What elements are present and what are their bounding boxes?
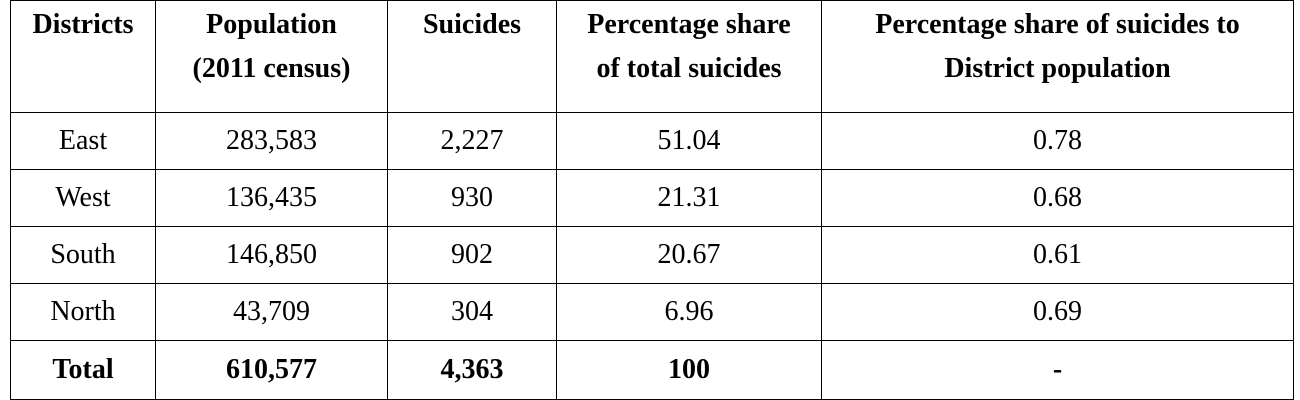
header-districts: Districts — [10, 0, 156, 113]
cell-share-total: 20.67 — [556, 226, 822, 284]
cell-share-population: 0.61 — [821, 226, 1294, 284]
cell-share-total: 6.96 — [556, 283, 822, 341]
header-districts-line1: Districts — [32, 9, 134, 40]
header-suicides: Suicides — [387, 0, 557, 113]
table-row: West 136,435 930 21.31 0.68 — [10, 169, 1294, 227]
cell-population: 146,850 — [155, 226, 388, 284]
header-population-line1: Population — [206, 9, 337, 40]
cell-suicides: 304 — [387, 283, 557, 341]
header-share-total-line1: Percentage share — [587, 9, 791, 40]
header-share-total-line2: of total suicides — [596, 53, 782, 84]
cell-district: East — [10, 112, 156, 170]
cell-share-total: 21.31 — [556, 169, 822, 227]
header-population-line2: (2011 census) — [192, 53, 351, 84]
cell-district: North — [10, 283, 156, 341]
cell-share-population: 0.78 — [821, 112, 1294, 170]
cell-population: 136,435 — [155, 169, 388, 227]
cell-district: South — [10, 226, 156, 284]
district-suicides-table: Districts Population (2011 census) Suici… — [10, 0, 1294, 400]
table-total-row: Total 610,577 4,363 100 - — [10, 340, 1294, 400]
cell-suicides: 930 — [387, 169, 557, 227]
cell-share-population: 0.68 — [821, 169, 1294, 227]
table-row: North 43,709 304 6.96 0.69 — [10, 283, 1294, 341]
header-share-population-line2: District population — [944, 53, 1171, 84]
header-suicides-line1: Suicides — [422, 9, 522, 40]
cell-suicides: 2,227 — [387, 112, 557, 170]
header-share-population: Percentage share of suicides to District… — [821, 0, 1294, 113]
total-share-total: 100 — [556, 340, 822, 400]
cell-suicides: 902 — [387, 226, 557, 284]
table-header-row: Districts Population (2011 census) Suici… — [10, 0, 1294, 113]
cell-population: 283,583 — [155, 112, 388, 170]
total-share-population: - — [821, 340, 1294, 400]
header-share-population-line1: Percentage share of suicides to — [875, 9, 1240, 40]
total-suicides: 4,363 — [387, 340, 557, 400]
header-population: Population (2011 census) — [155, 0, 388, 113]
cell-share-total: 51.04 — [556, 112, 822, 170]
total-label: Total — [10, 340, 156, 400]
header-share-total: Percentage share of total suicides — [556, 0, 822, 113]
table-row: South 146,850 902 20.67 0.61 — [10, 226, 1294, 284]
total-population: 610,577 — [155, 340, 388, 400]
cell-district: West — [10, 169, 156, 227]
cell-population: 43,709 — [155, 283, 388, 341]
cell-share-population: 0.69 — [821, 283, 1294, 341]
table-row: East 283,583 2,227 51.04 0.78 — [10, 112, 1294, 170]
